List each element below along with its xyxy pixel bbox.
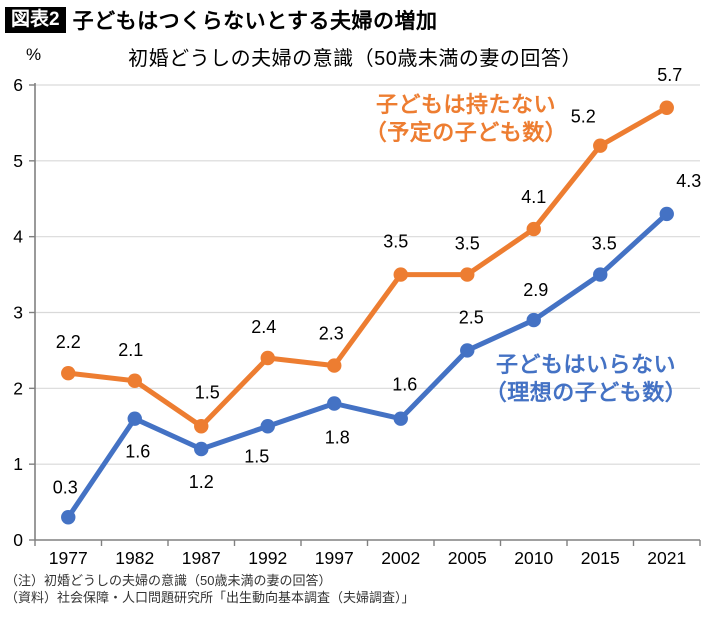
x-axis-label: 1997	[315, 548, 354, 568]
data-point	[526, 312, 541, 328]
data-point	[127, 411, 142, 426]
data-point	[659, 206, 674, 222]
y-axis-label: 1	[13, 454, 23, 474]
data-label: 3.5	[592, 234, 617, 254]
y-axis-label: 5	[13, 151, 23, 171]
note-line: （資料）社会保障・人口問題研究所「出生動向基本調査（夫婦調査）」	[5, 590, 415, 605]
series-line-0	[65, 105, 670, 429]
data-point	[327, 396, 342, 411]
y-axis-label: 4	[13, 227, 23, 247]
annotation-line: （予定の子ども数）	[364, 120, 568, 145]
x-axis-label: 2002	[381, 548, 420, 568]
data-label: 3.5	[383, 232, 408, 252]
data-label: 1.8	[325, 428, 350, 448]
figure-header: 図表2 子どもはつくらないとする夫婦の増加	[5, 5, 437, 35]
y-axis-label: 3	[13, 303, 23, 323]
data-point	[327, 358, 342, 373]
data-label: 4.1	[521, 187, 546, 207]
series-line-1	[65, 211, 670, 520]
annotation-line: （理想の子ども数）	[484, 380, 688, 405]
x-axis-label: 2010	[514, 548, 553, 568]
data-point	[61, 510, 76, 525]
data-point	[393, 267, 408, 282]
series-annotation-children-ideal: 子どもはいらない （理想の子ども数）	[480, 351, 692, 407]
data-label: 1.6	[125, 442, 150, 462]
y-axis-label: 6	[13, 75, 23, 95]
figure-title: 子どもはつくらないとする夫婦の増加	[72, 10, 438, 33]
data-point	[393, 411, 408, 426]
data-point	[260, 350, 275, 366]
annotation-line: 子どもはいらない	[495, 352, 676, 377]
note-line: （注）初婚どうしの夫婦の意識（50歳未満の妻の回答）	[5, 573, 332, 588]
data-point	[460, 267, 475, 282]
data-label: 5.7	[657, 65, 682, 85]
data-label: 3.5	[455, 234, 480, 254]
x-axis-label: 2021	[647, 548, 686, 568]
y-axis-label: 2	[13, 378, 23, 398]
data-label: 2.1	[118, 340, 143, 360]
x-axis-label: 2015	[581, 548, 620, 568]
data-point	[61, 365, 76, 381]
data-point	[460, 343, 475, 358]
data-label: 2.3	[319, 324, 344, 344]
data-label: 1.5	[244, 446, 269, 466]
data-label: 2.9	[523, 280, 548, 300]
x-axis-label: 1992	[248, 548, 287, 568]
data-point	[593, 138, 608, 153]
x-axis-label: 1987	[182, 548, 221, 568]
data-label: 4.3	[676, 171, 701, 191]
series-annotation-children-planned: 子どもは持たない （予定の子ども数）	[357, 91, 575, 147]
data-label: 1.5	[195, 382, 220, 402]
x-axis-label: 1982	[115, 548, 154, 568]
figure-number-badge: 図表2	[5, 7, 66, 33]
data-label: 2.5	[459, 307, 484, 327]
x-axis-label: 2005	[448, 548, 487, 568]
data-point	[194, 419, 209, 434]
footnotes: （注）初婚どうしの夫婦の意識（50歳未満の妻の回答） （資料）社会保障・人口問題…	[5, 572, 415, 606]
data-label: 0.3	[53, 477, 78, 497]
y-axis-unit-label: %	[26, 45, 42, 64]
data-label: 1.6	[392, 375, 417, 395]
chart-title: 初婚どうしの夫婦の意識（50歳未満の妻の回答）	[128, 48, 582, 70]
data-point	[593, 267, 608, 282]
annotation-line: 子どもは持たない	[375, 92, 556, 117]
data-point	[127, 373, 142, 388]
data-point	[260, 419, 275, 434]
data-label: 5.2	[571, 107, 596, 127]
y-axis-label: 0	[13, 530, 23, 550]
data-label: 2.2	[56, 332, 81, 352]
data-point	[194, 441, 209, 457]
data-point	[526, 221, 541, 237]
data-point	[659, 100, 674, 115]
data-label: 2.4	[251, 317, 276, 337]
x-axis-label: 1977	[49, 548, 88, 568]
data-label: 1.2	[189, 472, 214, 492]
